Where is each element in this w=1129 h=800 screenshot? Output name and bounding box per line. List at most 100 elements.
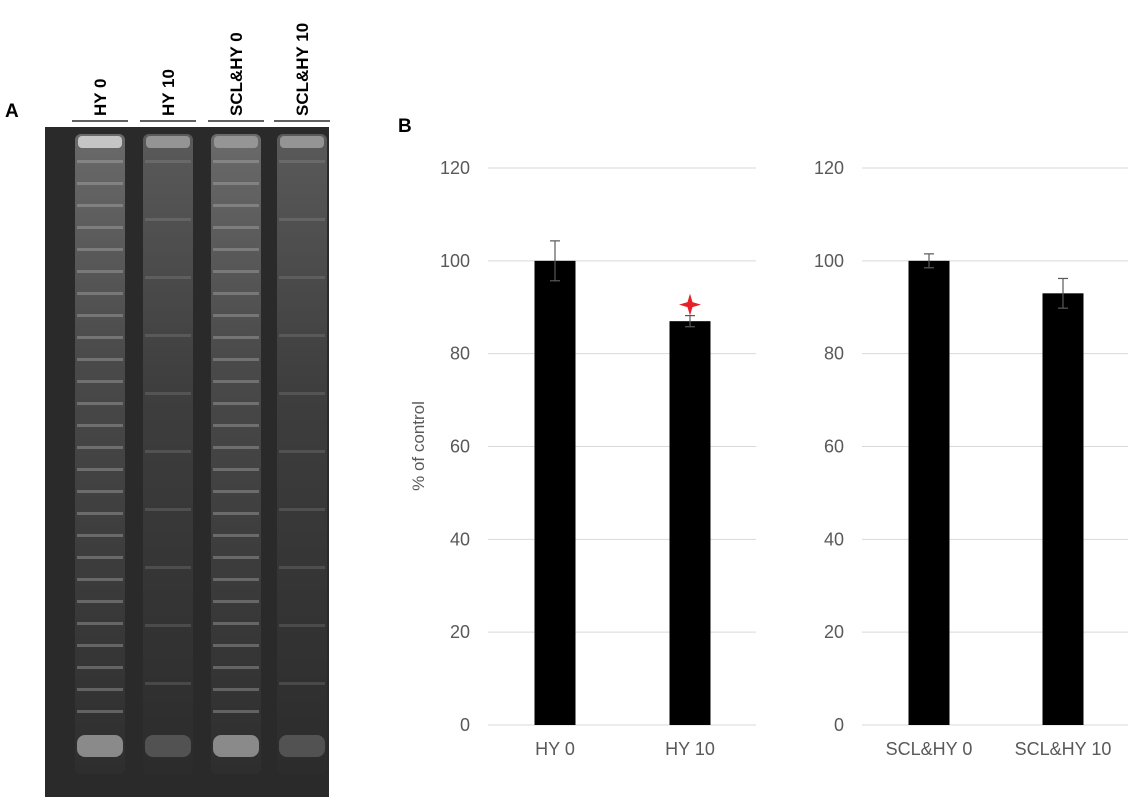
y-tick-label: 80 xyxy=(450,344,470,364)
gel-band xyxy=(213,666,259,669)
gel-band xyxy=(77,534,123,537)
gel-lane xyxy=(143,134,193,774)
gel-band xyxy=(77,446,123,449)
y-tick-label: 100 xyxy=(814,251,844,271)
gel-band xyxy=(213,600,259,603)
gel-lanes xyxy=(75,134,327,774)
gel-band xyxy=(145,508,191,511)
gel-band xyxy=(77,402,123,405)
y-tick-label: 20 xyxy=(824,622,844,642)
gel-band xyxy=(279,276,325,279)
y-tick-label: 20 xyxy=(450,622,470,642)
panel-label-b: B xyxy=(398,116,412,137)
gel-band xyxy=(145,392,191,395)
gel-band xyxy=(279,334,325,337)
gel-band xyxy=(77,424,123,427)
gel-band xyxy=(279,624,325,627)
y-tick-label: 120 xyxy=(440,158,470,178)
lane-label: SCL&HY 10 xyxy=(293,23,312,116)
gel-band xyxy=(77,380,123,383)
gel-band xyxy=(77,358,123,361)
gel-well xyxy=(214,136,258,148)
gel-lane xyxy=(211,134,261,774)
gel-band xyxy=(279,450,325,453)
x-tick-label: HY 10 xyxy=(665,739,715,759)
gel-band xyxy=(213,644,259,647)
gel-band xyxy=(213,248,259,251)
gel-band xyxy=(213,292,259,295)
gel-image xyxy=(45,127,329,797)
gel-band xyxy=(279,566,325,569)
gel-lane xyxy=(277,134,327,774)
gel-band xyxy=(77,556,123,559)
gel-band xyxy=(145,682,191,685)
gel-band xyxy=(213,578,259,581)
gel-band xyxy=(279,682,325,685)
gel-band xyxy=(145,566,191,569)
y-tick-label: 40 xyxy=(824,529,844,549)
gel-well xyxy=(78,136,122,148)
gel-band xyxy=(77,710,123,713)
gel-band xyxy=(279,508,325,511)
gel-well xyxy=(280,136,324,148)
gel-band xyxy=(213,358,259,361)
gel-band xyxy=(213,270,259,273)
gel-band xyxy=(213,556,259,559)
bar-chart-hy: 0 20 40 60 80 100 120 HY 0 HY 10 xyxy=(440,158,756,759)
bar xyxy=(534,260,576,725)
bar xyxy=(1042,293,1084,725)
gel-dye-front xyxy=(213,735,259,757)
y-tick-label: 100 xyxy=(440,251,470,271)
gel-band xyxy=(77,490,123,493)
gel-dye-front xyxy=(77,735,123,757)
gel-band xyxy=(213,710,259,713)
gel-band xyxy=(213,688,259,691)
gel-band xyxy=(213,622,259,625)
gel-band xyxy=(213,336,259,339)
x-tick-label: HY 0 xyxy=(535,739,575,759)
y-tick-label: 0 xyxy=(834,715,844,735)
gel-band xyxy=(279,218,325,221)
gel-band xyxy=(77,644,123,647)
gel-band xyxy=(77,512,123,515)
gel-band xyxy=(77,600,123,603)
gel-band xyxy=(213,226,259,229)
y-axis-label: % of control xyxy=(409,401,428,491)
gel-band xyxy=(145,218,191,221)
gel-band xyxy=(213,314,259,317)
gel-band xyxy=(213,490,259,493)
gel-band xyxy=(213,468,259,471)
gel-band xyxy=(77,666,123,669)
gel-band xyxy=(213,182,259,185)
gel-band xyxy=(213,380,259,383)
significance-star-icon xyxy=(679,293,701,316)
gel-band xyxy=(77,578,123,581)
gel-band xyxy=(145,450,191,453)
gel-well xyxy=(146,136,190,148)
gel-band xyxy=(213,446,259,449)
gel-band xyxy=(77,292,123,295)
y-tick-label: 80 xyxy=(824,344,844,364)
lane-labels: HY 0 HY 10 SCL&HY 0 SCL&HY 10 xyxy=(72,23,330,122)
gel-band xyxy=(77,270,123,273)
bar xyxy=(669,321,711,725)
gel-band xyxy=(279,392,325,395)
gel-band xyxy=(77,468,123,471)
gel-band xyxy=(213,534,259,537)
error-bar xyxy=(924,253,934,269)
gel-lane xyxy=(75,134,125,774)
error-bar xyxy=(550,240,560,282)
gel-band xyxy=(279,160,325,163)
gel-band xyxy=(213,204,259,207)
gel-band xyxy=(77,688,123,691)
error-bar xyxy=(1058,277,1068,309)
gel-dye-front xyxy=(145,735,191,757)
y-tick-label: 60 xyxy=(824,437,844,457)
gel-band xyxy=(77,314,123,317)
panel-label-a: A xyxy=(5,101,19,122)
gel-band xyxy=(213,424,259,427)
y-tick-label: 0 xyxy=(460,715,470,735)
x-tick-label: SCL&HY 0 xyxy=(886,739,973,759)
gel-band xyxy=(77,204,123,207)
